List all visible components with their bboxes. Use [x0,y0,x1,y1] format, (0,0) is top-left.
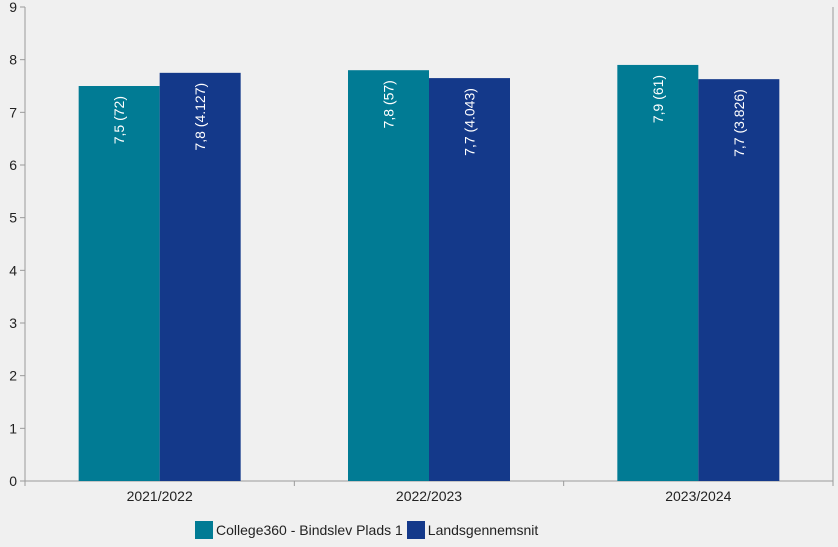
legend-item-series-2[interactable]: Landsgennemsnit [406,521,539,539]
bar-series-2-2022-2023[interactable] [429,78,510,481]
bar-data-label: 7,8 (57) [381,80,397,128]
bar-labels: 7,5 (72) 7,8 (4.127) 7,8 (57) 7,7 (4.043) 7,… [111,75,747,157]
legend: College360 - Bindslev Plads 1 Landsgenne… [195,521,542,539]
y-axis-ticks: 0 1 2 3 4 5 6 7 8 9 [9,0,25,489]
legend-item-series-1[interactable]: College360 - Bindslev Plads 1 [195,521,403,539]
x-axis-category-labels: 2021/2022 2022/2023 2023/2024 [24,481,834,504]
bar-data-label: 7,8 (4.127) [192,83,208,151]
y-tick-label: 0 [9,473,17,489]
bar-data-label: 7,5 (72) [111,96,127,144]
bar-series-1-2023-2024[interactable] [617,64,699,481]
y-tick-label: 6 [9,157,17,173]
legend-swatch-series-2 [406,521,425,539]
legend-swatch-series-1 [195,521,213,539]
legend-label-series-2: Landsgennemsnit [427,522,539,538]
bar-data-label: 7,9 (61) [650,75,666,123]
bar-series-1-2021-2022[interactable] [78,86,160,481]
bar-data-label: 7,7 (3.826) [731,89,747,157]
x-category-label: 2021/2022 [127,488,193,504]
x-category-label: 2022/2023 [396,488,462,504]
x-category-label: 2023/2024 [665,488,731,504]
bars [78,64,780,482]
y-tick-label: 1 [9,420,17,436]
y-tick-label: 4 [9,262,17,278]
bar-series-2-2021-2022[interactable] [159,72,241,481]
y-tick-label: 3 [9,315,17,331]
y-tick-label: 2 [9,368,17,384]
legend-label-series-1: College360 - Bindslev Plads 1 [216,522,403,538]
bar-data-label: 7,7 (4.043) [462,88,478,156]
y-tick-label: 9 [9,0,17,15]
y-tick-label: 5 [9,210,17,226]
bar-series-1-2022-2023[interactable] [348,70,429,481]
y-tick-label: 7 [9,104,17,120]
y-tick-label: 8 [9,52,17,68]
bar-series-2-2023-2024[interactable] [698,79,780,482]
